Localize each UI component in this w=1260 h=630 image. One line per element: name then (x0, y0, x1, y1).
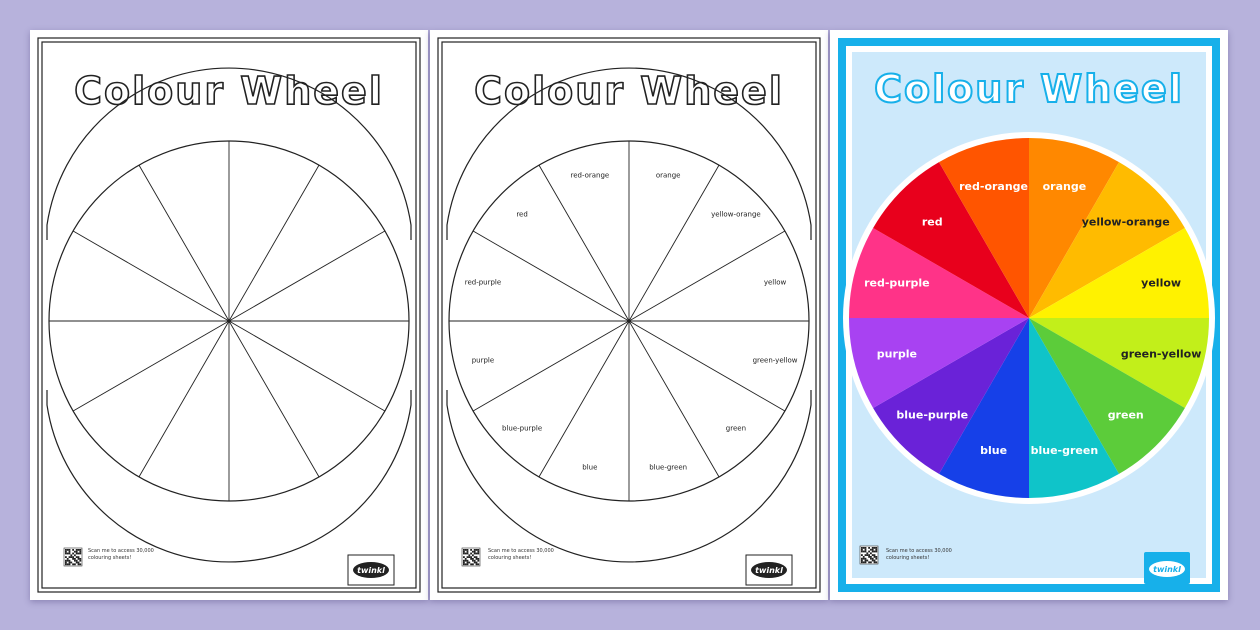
colour-segment (873, 318, 1029, 474)
segment-label: yellow-orange (711, 211, 761, 219)
page-title: Colour Wheel (874, 67, 1184, 111)
segment-label: blue-green (649, 464, 687, 472)
twinkl-logo: twinkl (745, 554, 793, 586)
colour-wheel (48, 140, 410, 502)
segment-label: red (922, 215, 943, 228)
colour-wheel: orange yellow-orange yellow green-yellow gre… (448, 140, 810, 502)
segment-label: blue-purple (502, 424, 542, 432)
page-title: Colour Wheel (74, 69, 384, 113)
segment-divider (472, 230, 630, 322)
segment-divider (628, 320, 720, 478)
segment-label: yellow (764, 278, 787, 286)
worksheet-blank-art: Colour Wheel Scan me to access 30,000 co… (37, 37, 421, 593)
segment-divider (228, 164, 320, 322)
colour-segment (1029, 318, 1185, 474)
qr-caption-line2: colouring sheets! (886, 555, 929, 561)
colour-segment (849, 318, 1029, 408)
qr-code-icon (461, 547, 481, 567)
segment-label: green-yellow (753, 357, 798, 365)
colour-wheel: orange yellow-orange yellow green-yellow gre… (849, 138, 1209, 498)
segment-label: blue (980, 444, 1007, 457)
segment-divider (228, 320, 320, 478)
wheel-frame (446, 67, 812, 563)
wheel-frame (46, 67, 412, 563)
qr-code-icon (63, 547, 83, 567)
qr-code-icon (859, 545, 879, 565)
segment-label: red-purple (864, 277, 930, 290)
segment-label: green (726, 424, 746, 432)
qr-caption-line1: Scan me to access 30,000 (88, 548, 154, 554)
logo-text: twinkl (357, 566, 385, 575)
qr-caption-line2: colouring sheets! (488, 555, 531, 561)
worksheet-labelled-art: Colour Wheel orange yellow-orange yellow gr… (437, 37, 821, 593)
segment-divider (628, 164, 720, 322)
worksheet-labelled: Colour Wheel orange yellow-orange yellow gr… (430, 30, 828, 600)
colour-segment (939, 138, 1029, 318)
segment-divider (628, 230, 786, 322)
segment-label: green (1108, 409, 1144, 422)
segment-label: orange (1043, 180, 1087, 193)
qr-caption-line1: Scan me to access 30,000 (488, 548, 554, 554)
segment-label: purple (472, 357, 494, 365)
segment-divider (472, 320, 630, 412)
segment-label: blue-green (1031, 444, 1099, 457)
colour-segment (1029, 318, 1209, 408)
segment-divider (72, 230, 230, 322)
qr-caption-line1: Scan me to access 30,000 (886, 548, 952, 554)
segment-divider (228, 320, 386, 412)
segment-label: red (516, 211, 527, 219)
worksheet-blank: Colour Wheel Scan me to access 30,000 co… (30, 30, 428, 600)
segment-label: red-purple (465, 278, 501, 286)
segment-label: red-orange (959, 180, 1028, 193)
segment-divider (538, 320, 630, 478)
segment-divider (228, 230, 386, 322)
logo-text: twinkl (755, 566, 783, 575)
colour-segment (1029, 138, 1119, 318)
segment-label: blue (582, 464, 597, 472)
segment-label: blue-purple (896, 409, 968, 422)
page-title: Colour Wheel (474, 69, 784, 113)
colour-segment (939, 318, 1029, 498)
poster-coloured: Colour Wheel orange yellow-orange yellow gr… (830, 30, 1228, 600)
segment-divider (72, 320, 230, 412)
segment-label: purple (877, 347, 917, 360)
segment-divider (138, 320, 230, 478)
colour-segment (873, 162, 1029, 318)
poster-coloured-art: Colour Wheel orange yellow-orange yellow gr… (838, 38, 1220, 592)
segment-divider (628, 320, 786, 412)
twinkl-logo: twinkl (347, 554, 395, 586)
segment-divider (138, 164, 230, 322)
twinkl-logo: twinkl (1144, 552, 1190, 584)
colour-segment (849, 228, 1029, 318)
segment-label: yellow (1141, 277, 1181, 290)
colour-segment (1029, 162, 1185, 318)
segment-divider (538, 164, 630, 322)
segment-label: green-yellow (1121, 347, 1202, 360)
colour-segment (1029, 228, 1209, 318)
colour-segment (1029, 318, 1119, 498)
qr-caption-line2: colouring sheets! (88, 555, 131, 561)
logo-text: twinkl (1153, 565, 1181, 574)
segment-label: orange (656, 171, 681, 179)
segment-label: red-orange (570, 171, 609, 179)
segment-label: yellow-orange (1082, 215, 1170, 228)
